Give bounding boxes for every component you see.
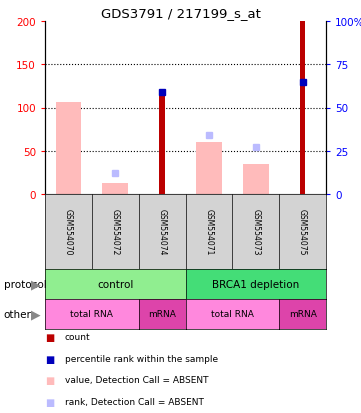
Text: GSM554072: GSM554072 xyxy=(111,209,120,255)
Text: GSM554071: GSM554071 xyxy=(204,209,213,255)
Text: protocol: protocol xyxy=(4,279,46,289)
Text: value, Detection Call = ABSENT: value, Detection Call = ABSENT xyxy=(65,375,208,384)
Text: mRNA: mRNA xyxy=(148,310,176,319)
Text: percentile rank within the sample: percentile rank within the sample xyxy=(65,354,218,363)
Bar xyxy=(103,183,128,195)
Text: GSM554075: GSM554075 xyxy=(298,209,307,255)
Text: BRCA1 depletion: BRCA1 depletion xyxy=(212,279,299,289)
Bar xyxy=(159,95,165,195)
Text: ▶: ▶ xyxy=(31,278,40,291)
Text: count: count xyxy=(65,332,91,341)
Text: ■: ■ xyxy=(45,396,54,407)
Text: GSM554070: GSM554070 xyxy=(64,209,73,255)
Bar xyxy=(300,22,305,195)
Text: ■: ■ xyxy=(45,375,54,385)
Text: GSM554073: GSM554073 xyxy=(251,209,260,255)
Bar xyxy=(56,103,81,195)
Text: control: control xyxy=(97,279,134,289)
Text: ▶: ▶ xyxy=(31,308,40,321)
Text: mRNA: mRNA xyxy=(289,310,317,319)
Bar xyxy=(243,164,269,195)
Text: GDS3791 / 217199_s_at: GDS3791 / 217199_s_at xyxy=(101,7,260,20)
Text: GSM554074: GSM554074 xyxy=(158,209,166,255)
Text: other: other xyxy=(4,309,31,319)
Text: total RNA: total RNA xyxy=(70,310,113,319)
Text: rank, Detection Call = ABSENT: rank, Detection Call = ABSENT xyxy=(65,396,204,406)
Text: ■: ■ xyxy=(45,332,54,342)
Text: total RNA: total RNA xyxy=(211,310,254,319)
Text: ■: ■ xyxy=(45,354,54,364)
Bar xyxy=(196,143,222,195)
